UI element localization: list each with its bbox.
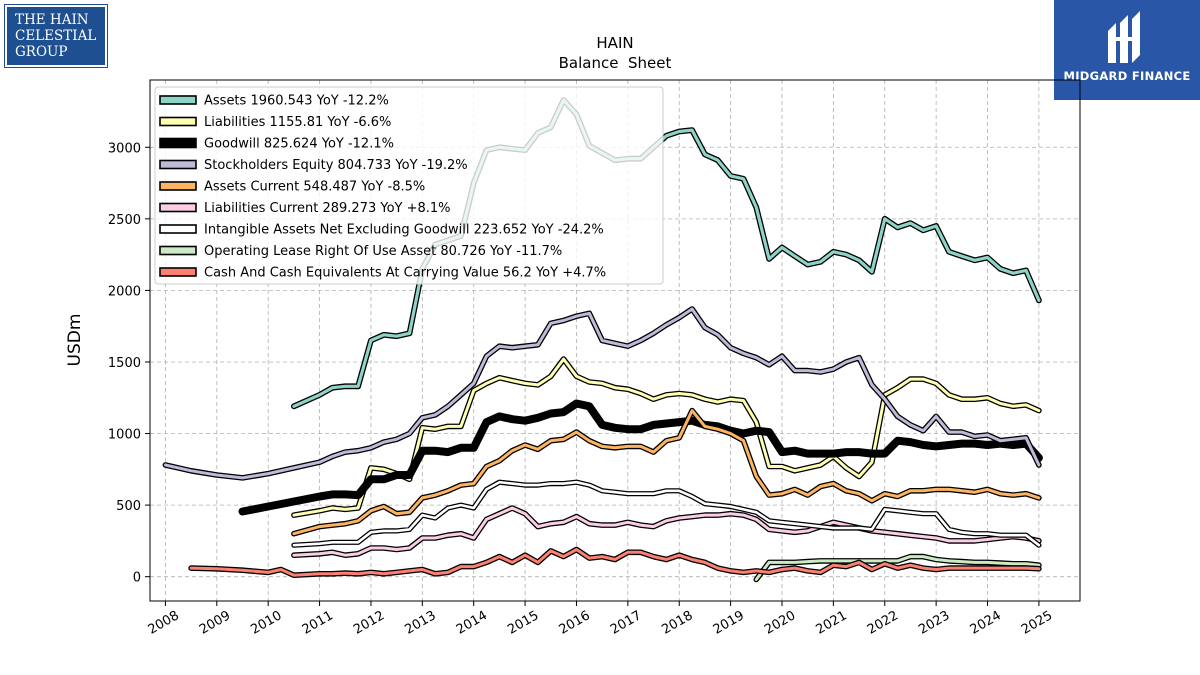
legend-swatch-liabilities bbox=[159, 116, 197, 127]
y-tick-label: 500 bbox=[116, 499, 141, 514]
legend-label-stockholders-equity: Stockholders Equity 804.733 YoY -19.2% bbox=[204, 158, 468, 173]
y-tick-label: 1500 bbox=[108, 356, 141, 371]
x-tick-label: 2019 bbox=[711, 608, 747, 638]
series-line-stockholders-equity bbox=[163, 307, 1041, 480]
y-axis-label: USDm bbox=[65, 314, 85, 367]
legend-swatch-operating-lease-right-of-use-asset bbox=[159, 245, 197, 256]
legend-swatch-liabilities-current bbox=[159, 202, 197, 213]
series-line-operating-lease-right-of-use-asset bbox=[754, 555, 1041, 581]
legend-label-liabilities: Liabilities 1155.81 YoY -6.6% bbox=[204, 115, 391, 130]
legend-label-assets-current: Assets Current 548.487 YoY -8.5% bbox=[204, 180, 425, 195]
legend-label-operating-lease-right-of-use-asset: Operating Lease Right Of Use Asset 80.72… bbox=[204, 244, 562, 259]
legend-swatch-cash-and-cash-equivalents-at-carrying-value bbox=[159, 267, 197, 277]
series-line-liabilities-current bbox=[292, 506, 1041, 557]
series-line-goodwill bbox=[238, 399, 1043, 516]
y-tick-label: 1000 bbox=[108, 428, 141, 443]
y-tick-label: 3000 bbox=[108, 141, 141, 156]
legend-swatch-assets-current bbox=[159, 181, 197, 191]
series-outline-stockholders-equity bbox=[162, 306, 1042, 481]
x-tick-label: 2025 bbox=[1019, 608, 1055, 638]
legend-swatch-goodwill bbox=[159, 137, 197, 149]
x-tick-label: 2021 bbox=[814, 608, 850, 638]
series-line-cash-and-cash-equivalents-at-carrying-value bbox=[189, 548, 1041, 577]
x-tick-label: 2020 bbox=[762, 608, 798, 638]
x-tick-label: 2010 bbox=[248, 608, 284, 638]
x-tick-label: 2018 bbox=[659, 608, 695, 638]
legend-label-goodwill: Goodwill 825.624 YoY -12.1% bbox=[204, 137, 394, 152]
legend-label-liabilities-current: Liabilities Current 289.273 YoY +8.1% bbox=[204, 201, 451, 216]
y-tick-label: 2500 bbox=[108, 213, 141, 228]
company-logo-line-1: THE HAIN bbox=[15, 12, 89, 28]
legend-label-cash-and-cash-equivalents-at-carrying-value: Cash And Cash Equivalents At Carrying Va… bbox=[204, 266, 606, 281]
legend: Assets 1960.543 YoY -12.2% Liabilities 11… bbox=[154, 86, 664, 285]
chart-subtitle: Balance Sheet bbox=[559, 54, 672, 72]
x-tick-label: 2014 bbox=[454, 608, 490, 638]
y-tick-label: 2000 bbox=[108, 284, 141, 299]
legend-swatch-intangible-assets-net-excluding-goodwill bbox=[159, 224, 197, 234]
legend-swatch-assets bbox=[159, 95, 197, 105]
company-logo-line-3: GROUP bbox=[15, 44, 68, 60]
company-logo-line-2: CELESTIAL bbox=[15, 28, 97, 44]
legend-swatch-stockholders-equity bbox=[159, 159, 197, 170]
x-tick-label: 2024 bbox=[968, 608, 1004, 638]
x-tick-label: 2017 bbox=[608, 608, 644, 638]
x-tick-label: 2015 bbox=[505, 608, 541, 638]
legend-box bbox=[154, 86, 664, 285]
x-tick-label: 2008 bbox=[146, 608, 182, 638]
series-line-liabilities bbox=[292, 357, 1041, 517]
brand-logo: MIDGARD FINANCE bbox=[1054, 0, 1200, 100]
series-layer bbox=[162, 97, 1043, 583]
legend-label-intangible-assets-net-excluding-goodwill: Intangible Assets Net Excluding Goodwill… bbox=[204, 223, 604, 238]
x-tick-label: 2013 bbox=[402, 608, 438, 638]
x-tick-label: 2012 bbox=[351, 608, 387, 638]
plot-frame bbox=[149, 79, 1081, 602]
x-tick-label: 2009 bbox=[197, 608, 233, 638]
series-line-intangible-assets-net-excluding-goodwill bbox=[292, 480, 1041, 547]
brand-mark-icon bbox=[1108, 11, 1140, 63]
brand-name: MIDGARD FINANCE bbox=[1063, 69, 1191, 83]
x-tick-label: 2023 bbox=[916, 608, 952, 638]
x-tick-label: 2022 bbox=[865, 608, 901, 638]
series-line-assets-current bbox=[292, 409, 1041, 536]
y-tick-label: 0 bbox=[133, 571, 141, 586]
x-tick-label: 2011 bbox=[300, 608, 336, 638]
chart-title: HAIN bbox=[596, 34, 633, 52]
x-tick-label: 2016 bbox=[557, 608, 593, 638]
legend-label-assets: Assets 1960.543 YoY -12.2% bbox=[204, 94, 389, 109]
company-logo: THE HAIN CELESTIAL GROUP bbox=[4, 4, 108, 68]
